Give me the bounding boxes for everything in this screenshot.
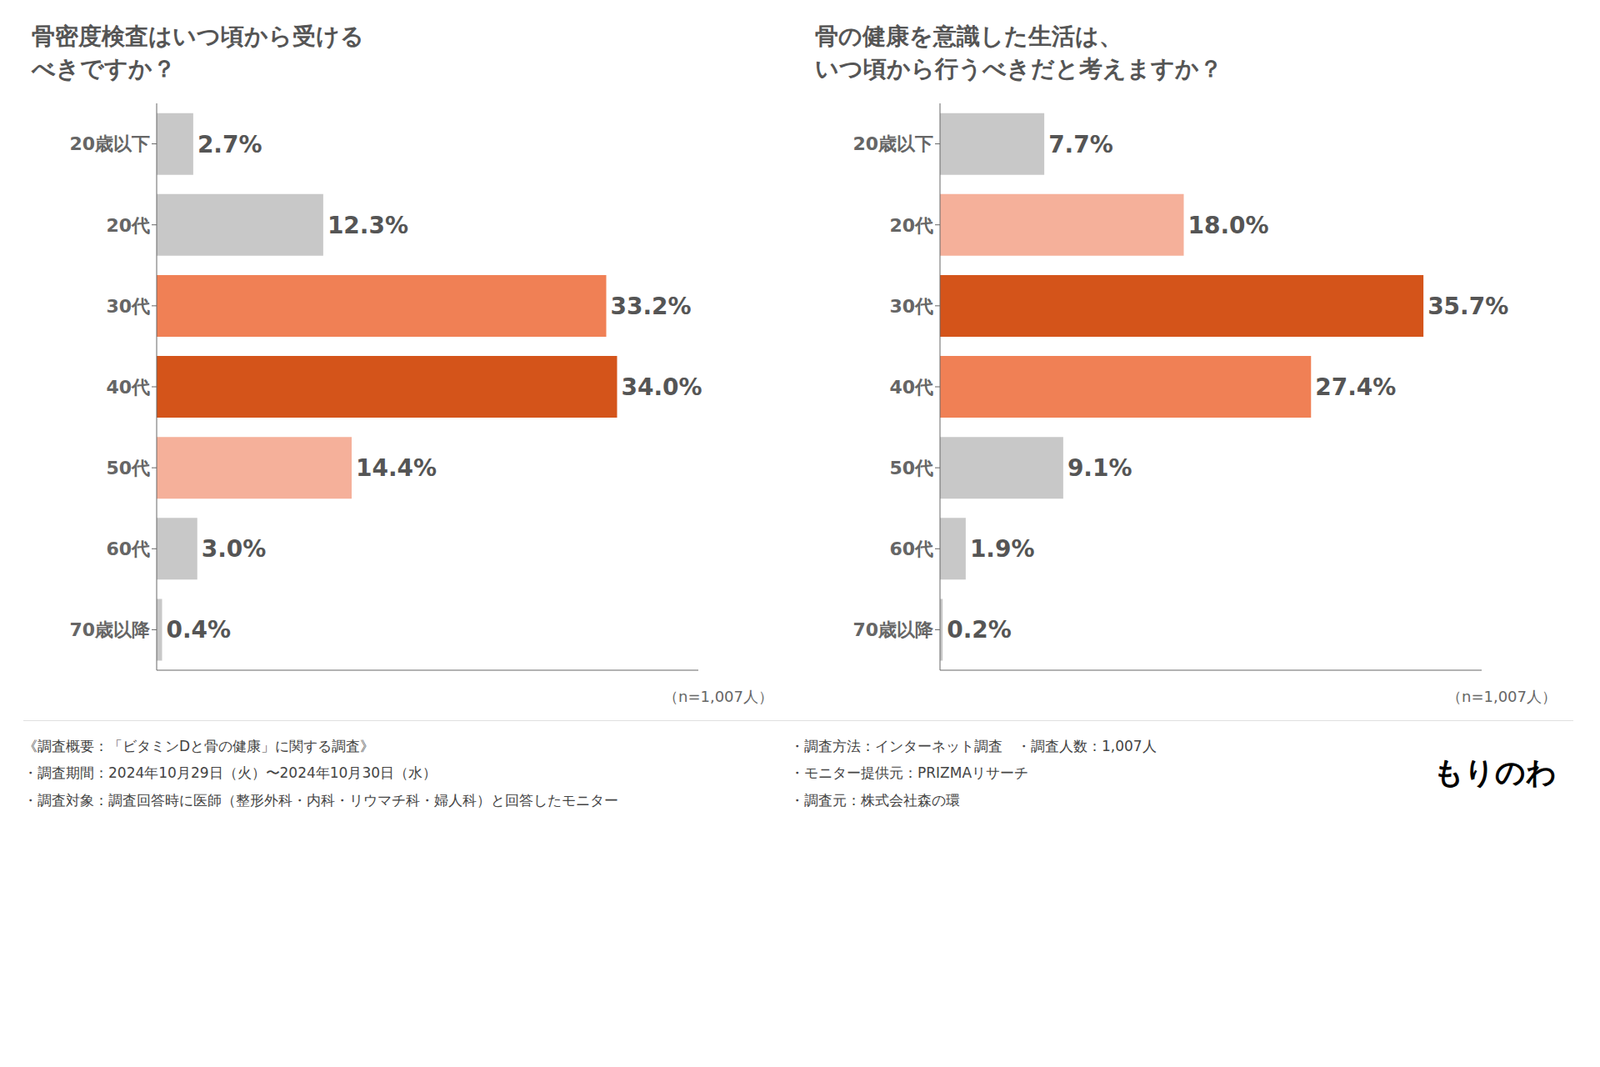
svg-text:20代: 20代 <box>105 215 150 236</box>
svg-text:20歳以下: 20歳以下 <box>69 133 150 155</box>
svg-text:35.7%: 35.7% <box>1427 292 1509 320</box>
svg-text:9.1%: 9.1% <box>1067 454 1133 482</box>
html-text:いつ頃から行うべきだと考えますか？: いつ頃から行うべきだと考えますか？ <box>815 55 1223 83</box>
svg-text:40代: 40代 <box>889 376 934 398</box>
svg-text:70歳以降: 70歳以降 <box>852 619 935 640</box>
html-text:（n=1,007人）: （n=1,007人） <box>663 687 774 705</box>
svg-text:30代: 30代 <box>889 295 934 317</box>
svg-text:50代: 50代 <box>105 457 150 479</box>
html-text:・調査対象：調査回答時に医師（整形外科・内科・リウマチ科・婦: ・調査対象：調査回答時に医師（整形外科・内科・リウマチ科・婦人科）と回答したモニ… <box>23 791 619 808</box>
svg-text:20代: 20代 <box>889 215 934 236</box>
svg-text:1.9%: 1.9% <box>970 535 1035 563</box>
svg-text:2.7%: 2.7% <box>197 130 263 159</box>
svg-text:33.2%: 33.2% <box>610 292 692 320</box>
svg-text:34.0%: 34.0% <box>621 373 703 401</box>
svg-text:30代: 30代 <box>105 295 150 317</box>
html-text:《調査概要：「ビタミンDと骨の健康」に関する調査》: 《調査概要：「ビタミンDと骨の健康」に関する調査》 <box>23 737 375 755</box>
svg-text:20歳以下: 20歳以下 <box>852 133 934 155</box>
svg-text:70歳以降: 70歳以降 <box>69 619 151 640</box>
html-text:べきですか？: べきですか？ <box>31 55 176 83</box>
svg-text:3.0%: 3.0% <box>201 535 267 563</box>
html-text:・調査元：株式会社森の環: ・調査元：株式会社森の環 <box>790 791 960 808</box>
html-text:（n=1,007人）: （n=1,007人） <box>1446 687 1557 705</box>
html-text:骨の健康を意識した生活は、: 骨の健康を意識した生活は、 <box>815 22 1123 50</box>
svg-text:60代: 60代 <box>105 538 150 560</box>
html-text:・調査期間：2024年10月29日（火）〜2024年10月3: ・調査期間：2024年10月29日（火）〜2024年10月30日（水） <box>23 764 437 782</box>
html-text:・モニター提供元：PRIZMAリサーチ: ・モニター提供元：PRIZMAリサーチ <box>790 764 1029 782</box>
svg-text:40代: 40代 <box>105 376 150 398</box>
svg-text:7.7%: 7.7% <box>1048 130 1114 159</box>
html-text:骨密度検査はいつ頃から受ける: 骨密度検査はいつ頃から受ける <box>31 22 365 50</box>
svg-text:0.4%: 0.4% <box>166 615 232 644</box>
html-text:・調査方法：インターネット調査 ・調査人数：1,007人: ・調査方法：インターネット調査 ・調査人数：1,007人 <box>790 737 1157 755</box>
svg-text:50代: 50代 <box>889 457 934 479</box>
html-text:もりのわ: もりのわ <box>1433 754 1557 790</box>
svg-text:14.4%: 14.4% <box>355 454 437 482</box>
svg-text:0.2%: 0.2% <box>946 615 1012 644</box>
svg-text:60代: 60代 <box>889 538 934 560</box>
svg-text:12.3%: 12.3% <box>327 211 409 240</box>
svg-text:27.4%: 27.4% <box>1315 373 1396 401</box>
svg-text:18.0%: 18.0% <box>1188 211 1270 240</box>
